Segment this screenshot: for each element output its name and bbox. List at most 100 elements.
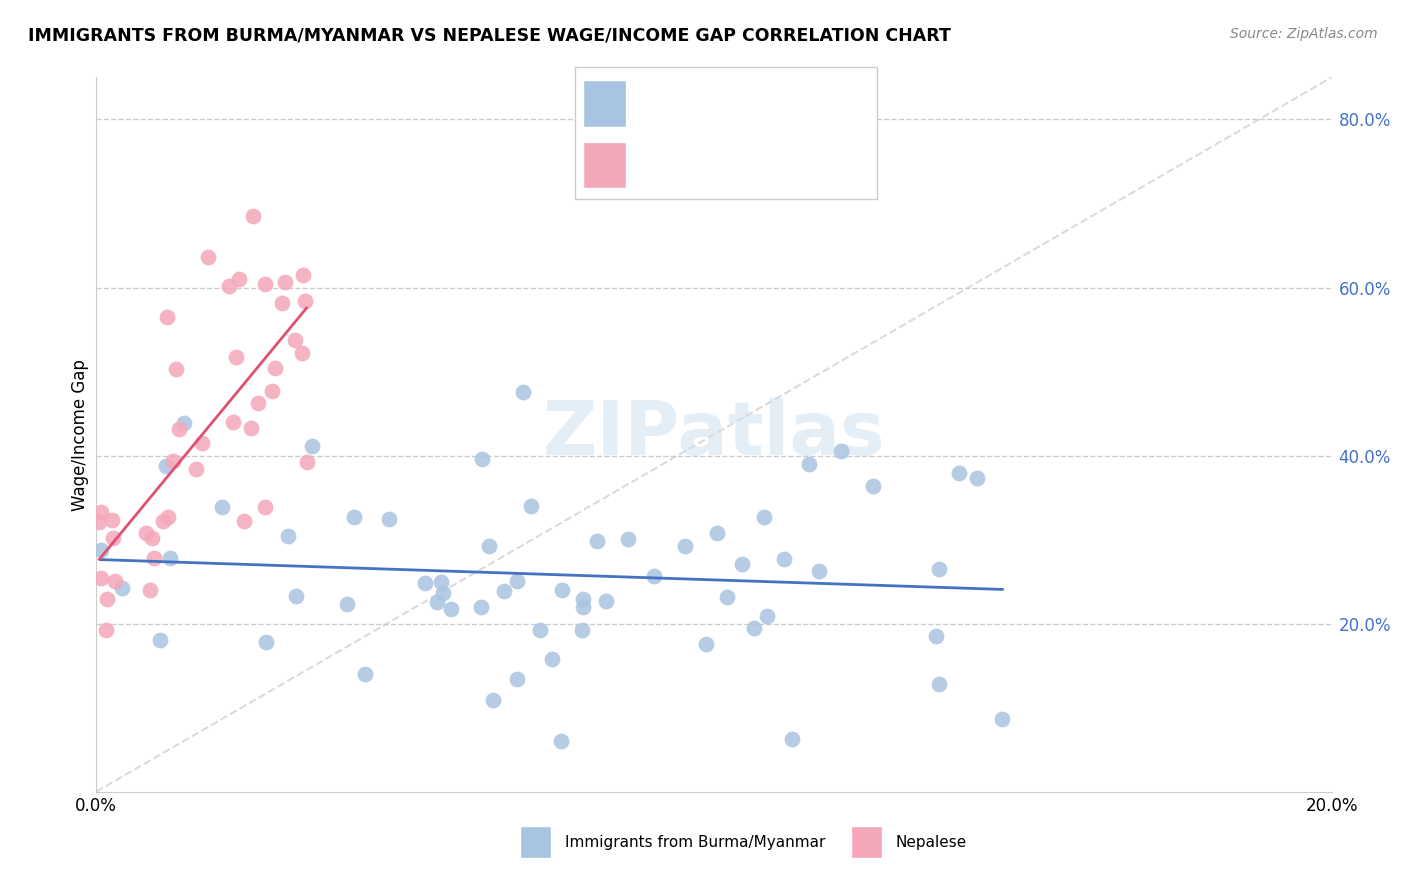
Point bbox=[159, 550, 181, 565]
Point bbox=[808, 564, 831, 578]
Point bbox=[928, 677, 950, 691]
Point bbox=[440, 602, 463, 616]
Point bbox=[550, 734, 572, 748]
Point bbox=[830, 444, 852, 458]
Point bbox=[673, 539, 696, 553]
Point bbox=[378, 512, 401, 526]
Point bbox=[247, 396, 270, 410]
Point bbox=[94, 624, 117, 638]
Point bbox=[141, 531, 163, 545]
Point bbox=[478, 539, 501, 553]
Point bbox=[211, 500, 233, 514]
Point bbox=[222, 415, 245, 429]
Point bbox=[233, 514, 256, 528]
Point bbox=[506, 574, 529, 588]
Text: Nepalese: Nepalese bbox=[896, 835, 967, 849]
Point bbox=[284, 333, 307, 347]
Point bbox=[471, 452, 494, 467]
Point bbox=[155, 459, 177, 474]
Point bbox=[343, 510, 366, 524]
Point bbox=[432, 586, 454, 600]
Point bbox=[90, 505, 112, 519]
Y-axis label: Wage/Income Gap: Wage/Income Gap bbox=[72, 359, 89, 510]
Point bbox=[165, 361, 187, 376]
Point bbox=[254, 635, 277, 649]
Point bbox=[494, 583, 516, 598]
Point bbox=[100, 513, 122, 527]
Text: R = 0.663    N = 40: R = 0.663 N = 40 bbox=[640, 155, 846, 175]
Point bbox=[190, 436, 212, 450]
Point bbox=[426, 595, 449, 609]
Point bbox=[173, 417, 195, 431]
Point bbox=[966, 471, 988, 485]
Text: Source: ZipAtlas.com: Source: ZipAtlas.com bbox=[1230, 27, 1378, 41]
Point bbox=[104, 574, 127, 588]
Point bbox=[274, 275, 297, 289]
Point bbox=[948, 466, 970, 480]
Point bbox=[529, 624, 551, 638]
Point bbox=[512, 384, 534, 399]
Point bbox=[482, 692, 505, 706]
Point bbox=[277, 529, 299, 543]
Point bbox=[991, 712, 1014, 726]
Point bbox=[797, 457, 820, 471]
Point bbox=[706, 526, 728, 541]
Point bbox=[285, 590, 308, 604]
Point bbox=[264, 361, 287, 376]
Point bbox=[643, 569, 665, 583]
Point bbox=[242, 209, 264, 223]
Point bbox=[780, 732, 803, 747]
Point bbox=[225, 350, 247, 364]
Point bbox=[184, 461, 207, 475]
Point bbox=[413, 575, 436, 590]
Point bbox=[156, 310, 179, 324]
Point bbox=[218, 279, 240, 293]
Point bbox=[167, 422, 190, 436]
Point bbox=[520, 499, 543, 513]
Point bbox=[925, 629, 948, 643]
Point bbox=[716, 590, 738, 604]
Point bbox=[228, 272, 250, 286]
Text: ZIPatlas: ZIPatlas bbox=[543, 398, 886, 471]
Point bbox=[928, 562, 950, 576]
Point bbox=[157, 510, 180, 524]
Point bbox=[139, 583, 162, 598]
Point bbox=[541, 651, 564, 665]
Point bbox=[262, 384, 284, 399]
Point bbox=[96, 591, 118, 606]
Point bbox=[336, 597, 359, 611]
Point bbox=[595, 594, 617, 608]
Point bbox=[162, 454, 184, 468]
Point bbox=[731, 557, 754, 571]
Point bbox=[294, 293, 316, 308]
Point bbox=[291, 268, 314, 282]
Point bbox=[551, 582, 574, 597]
Point bbox=[862, 479, 884, 493]
Point bbox=[253, 277, 276, 292]
Point bbox=[149, 633, 172, 648]
Text: Immigrants from Burma/Myanmar: Immigrants from Burma/Myanmar bbox=[565, 835, 825, 849]
Point bbox=[89, 515, 111, 529]
Point bbox=[142, 550, 165, 565]
Point bbox=[571, 623, 593, 637]
Point bbox=[752, 510, 775, 524]
Point bbox=[301, 439, 323, 453]
Point bbox=[506, 672, 529, 686]
Point bbox=[101, 531, 124, 545]
Point bbox=[772, 552, 794, 566]
Point bbox=[197, 250, 219, 264]
Point bbox=[290, 346, 312, 360]
Point bbox=[585, 534, 607, 549]
Point bbox=[271, 296, 294, 310]
Text: R = -0.111    N = 60: R = -0.111 N = 60 bbox=[640, 94, 855, 113]
Point bbox=[240, 420, 263, 434]
Point bbox=[295, 455, 318, 469]
Point bbox=[617, 532, 640, 546]
Point bbox=[695, 637, 717, 651]
Point bbox=[571, 591, 593, 606]
Point bbox=[152, 514, 174, 528]
Point bbox=[430, 574, 453, 589]
Point bbox=[354, 666, 377, 681]
Point bbox=[744, 621, 766, 635]
Point bbox=[253, 500, 276, 514]
